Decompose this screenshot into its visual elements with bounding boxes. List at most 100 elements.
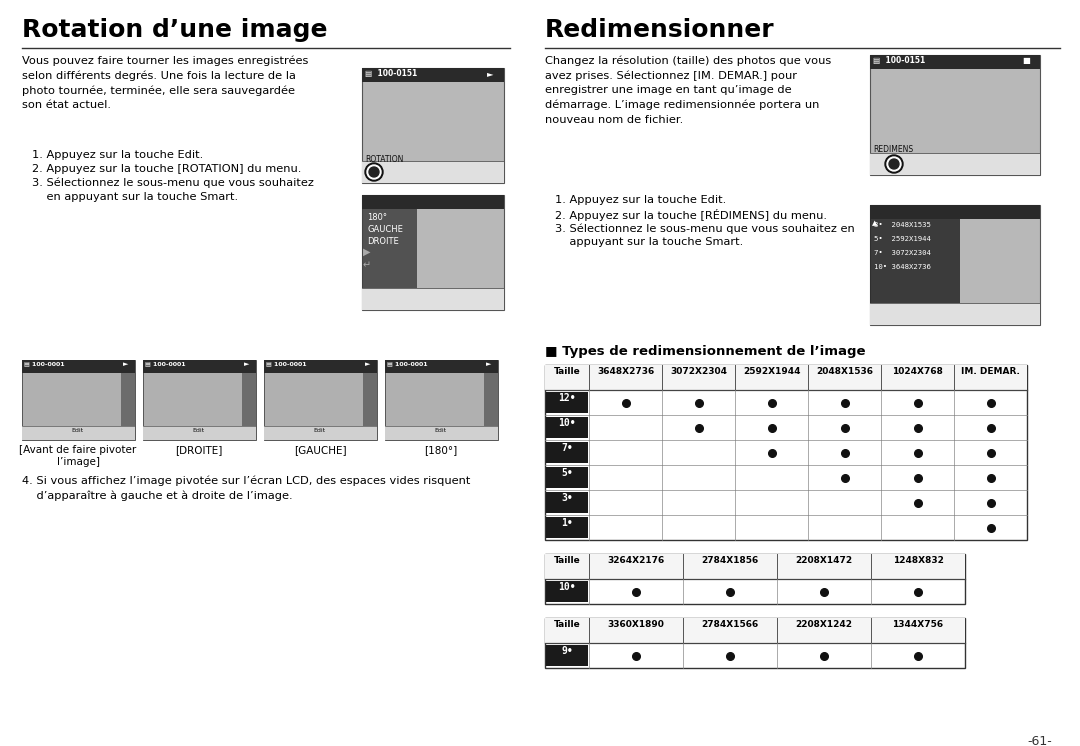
- Text: ↵: ↵: [363, 260, 372, 270]
- Text: 3. Sélectionnez le sous-menu que vous souhaitez en
    appuyant sur la touche Sm: 3. Sélectionnez le sous-menu que vous so…: [555, 223, 854, 247]
- Text: Vous pouvez faire tourner les images enregistrées
selon différents degrés. Une f: Vous pouvez faire tourner les images enr…: [22, 55, 309, 110]
- Text: ▲: ▲: [872, 220, 877, 226]
- Bar: [870, 55, 1040, 175]
- Bar: [143, 426, 256, 440]
- Text: ▤ 100-0001: ▤ 100-0001: [387, 361, 428, 366]
- Bar: [362, 68, 504, 183]
- Text: 2784X1566: 2784X1566: [701, 620, 758, 629]
- Text: Redimensionner: Redimensionner: [545, 18, 774, 42]
- Text: Edit: Edit: [434, 428, 446, 433]
- Text: 1024X768: 1024X768: [892, 367, 943, 376]
- Bar: [362, 195, 504, 310]
- Circle shape: [369, 167, 379, 177]
- Bar: [546, 392, 588, 413]
- Text: 1. Appuyez sur la touche Edit.: 1. Appuyez sur la touche Edit.: [555, 195, 726, 205]
- Bar: [362, 68, 504, 82]
- Text: 2784X1856: 2784X1856: [701, 556, 758, 565]
- Bar: [363, 373, 377, 426]
- Bar: [546, 581, 588, 602]
- Text: 2592X1944: 2592X1944: [743, 367, 800, 376]
- Text: 10• 3648X2736: 10• 3648X2736: [874, 264, 931, 270]
- Bar: [22, 360, 135, 440]
- Text: Changez la résolution (taille) des photos que vous
avez prises. Sélectionnez [IM: Changez la résolution (taille) des photo…: [545, 55, 832, 125]
- Bar: [870, 153, 1040, 175]
- Text: 10•: 10•: [558, 582, 576, 592]
- Circle shape: [365, 163, 383, 181]
- Text: 3648X2736: 3648X2736: [597, 367, 654, 376]
- Text: 3. Sélectionnez le sous-menu que vous souhaitez
    en appuyant sur la touche Sm: 3. Sélectionnez le sous-menu que vous so…: [32, 178, 314, 202]
- Bar: [264, 360, 377, 373]
- Text: 4. Si vous affichez l’image pivotée sur l’écran LCD, des espaces vides risquent
: 4. Si vous affichez l’image pivotée sur …: [22, 475, 471, 501]
- Bar: [546, 492, 588, 513]
- Bar: [384, 426, 498, 440]
- Bar: [545, 554, 966, 604]
- Text: ►: ►: [487, 69, 494, 78]
- Text: 1•: 1•: [562, 518, 572, 528]
- Text: ROTATION: ROTATION: [365, 155, 403, 164]
- Bar: [121, 373, 135, 426]
- Text: 1248X832: 1248X832: [892, 556, 944, 565]
- Bar: [545, 365, 1027, 390]
- Bar: [545, 618, 966, 643]
- Text: 5•  2592X1944: 5• 2592X1944: [874, 236, 931, 242]
- Text: Edit: Edit: [71, 428, 83, 433]
- Text: 3•  2048X1535: 3• 2048X1535: [874, 222, 931, 228]
- Text: ►: ►: [365, 361, 370, 367]
- Text: -61-: -61-: [1028, 735, 1052, 746]
- Bar: [484, 373, 498, 426]
- Text: ■ Types de redimensionnement de l’image: ■ Types de redimensionnement de l’image: [545, 345, 865, 358]
- Text: 180°: 180°: [367, 213, 387, 222]
- Text: ▤ 100-0001: ▤ 100-0001: [145, 361, 186, 366]
- Bar: [362, 209, 417, 288]
- Text: Taille: Taille: [554, 620, 580, 629]
- Bar: [870, 205, 1040, 325]
- Text: REDIMENS: REDIMENS: [873, 145, 913, 154]
- Text: IM. DEMAR.: IM. DEMAR.: [961, 367, 1020, 376]
- Text: 3264X2176: 3264X2176: [607, 556, 664, 565]
- Bar: [870, 303, 1040, 325]
- Bar: [384, 360, 498, 373]
- Bar: [546, 645, 588, 666]
- Bar: [870, 219, 960, 303]
- Circle shape: [887, 157, 901, 171]
- Bar: [22, 426, 135, 440]
- Bar: [362, 161, 504, 183]
- Text: ■: ■: [1022, 56, 1030, 65]
- Text: 12•: 12•: [558, 393, 576, 403]
- Bar: [545, 618, 966, 668]
- Bar: [143, 360, 256, 440]
- Text: ▤  100-0151: ▤ 100-0151: [365, 69, 417, 78]
- Text: [180°]: [180°]: [424, 445, 458, 455]
- Circle shape: [889, 159, 899, 169]
- Text: 1344X756: 1344X756: [892, 620, 944, 629]
- Text: Taille: Taille: [554, 556, 580, 565]
- Text: 2208X1242: 2208X1242: [796, 620, 852, 629]
- Text: 1. Appuyez sur la touche Edit.: 1. Appuyez sur la touche Edit.: [32, 150, 203, 160]
- Bar: [362, 195, 504, 209]
- Text: 2048X1536: 2048X1536: [816, 367, 873, 376]
- Text: 10•: 10•: [558, 418, 576, 428]
- Bar: [362, 288, 504, 310]
- Text: 9•: 9•: [562, 646, 572, 656]
- Bar: [545, 554, 966, 579]
- Text: DROITE: DROITE: [367, 237, 399, 246]
- Text: ►: ►: [123, 361, 129, 367]
- Text: 3072X2304: 3072X2304: [670, 367, 727, 376]
- Bar: [545, 365, 1027, 540]
- Bar: [546, 467, 588, 488]
- Text: ►: ►: [244, 361, 249, 367]
- Bar: [546, 517, 588, 538]
- Text: 2. Appuyez sur la touche [ROTATION] du menu.: 2. Appuyez sur la touche [ROTATION] du m…: [32, 164, 301, 174]
- Bar: [264, 426, 377, 440]
- Text: [DROITE]: [DROITE]: [175, 445, 222, 455]
- Text: 5•: 5•: [562, 468, 572, 478]
- Text: [Avant de faire pivoter
l’image]: [Avant de faire pivoter l’image]: [19, 445, 137, 468]
- Text: 2. Appuyez sur la touche [RÉDIMENS] du menu.: 2. Appuyez sur la touche [RÉDIMENS] du m…: [555, 209, 827, 221]
- Bar: [870, 55, 1040, 69]
- Text: Edit: Edit: [192, 428, 204, 433]
- Text: ▶: ▶: [363, 247, 370, 257]
- Text: ▤ 100-0001: ▤ 100-0001: [24, 361, 65, 366]
- Text: Taille: Taille: [554, 367, 580, 376]
- Bar: [546, 442, 588, 463]
- Bar: [22, 360, 135, 373]
